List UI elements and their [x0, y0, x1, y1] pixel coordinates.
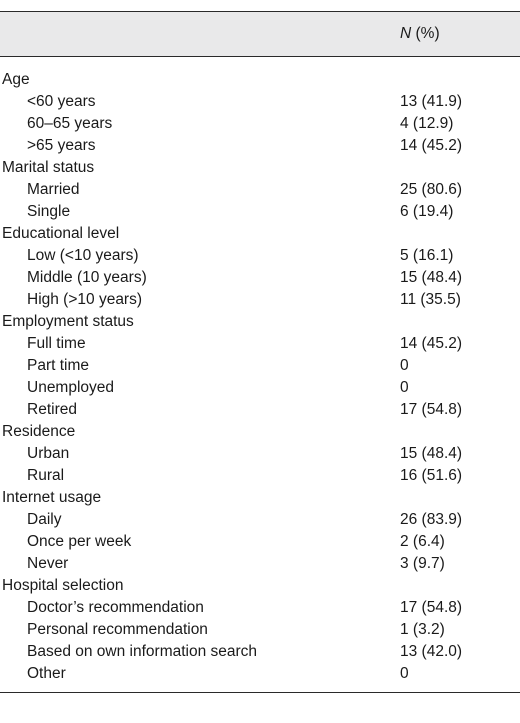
category-label: Hospital selection	[2, 577, 124, 594]
row-value: 3 (9.7)	[400, 555, 445, 572]
column-header-percent: (%)	[411, 25, 440, 42]
row-label: Unemployed	[27, 379, 115, 396]
row-label: High (>10 years)	[27, 291, 143, 308]
row-value: 2 (6.4)	[400, 533, 445, 550]
category-row: Hospital selection	[0, 575, 520, 597]
category-label: Residence	[2, 423, 76, 440]
table-row: Low (<10 years) 5 (16.1)	[0, 245, 520, 267]
category-row: Marital status	[0, 157, 520, 179]
table-bottom-rule	[0, 692, 520, 693]
category-label: Employment status	[2, 313, 134, 330]
category-row: Internet usage	[0, 487, 520, 509]
row-label: Low (<10 years)	[27, 247, 139, 264]
row-value: 25 (80.6)	[400, 181, 463, 198]
row-label: Never	[27, 555, 69, 572]
table-row: High (>10 years) 11 (35.5)	[0, 289, 520, 311]
row-label: Personal recommendation	[27, 621, 208, 638]
table-row: Married 25 (80.6)	[0, 179, 520, 201]
row-value: 0	[400, 379, 409, 396]
header-bottom-rule	[0, 56, 520, 57]
table-row: Never 3 (9.7)	[0, 553, 520, 575]
row-value: 4 (12.9)	[400, 115, 454, 132]
row-value: 15 (48.4)	[400, 269, 463, 286]
row-label: >65 years	[27, 137, 96, 154]
row-label: Middle (10 years)	[27, 269, 147, 286]
table-row: Daily 26 (83.9)	[0, 509, 520, 531]
row-value: 14 (45.2)	[400, 137, 463, 154]
row-label: Rural	[27, 467, 65, 484]
row-value: 0	[400, 357, 409, 374]
category-label: Marital status	[2, 159, 95, 176]
table-row: Full time 14 (45.2)	[0, 333, 520, 355]
row-label: Based on own information search	[27, 643, 258, 660]
row-value: 17 (54.8)	[400, 599, 463, 616]
table-row: 60–65 years 4 (12.9)	[0, 113, 520, 135]
table-row: Middle (10 years) 15 (48.4)	[0, 267, 520, 289]
category-label: Educational level	[2, 225, 120, 242]
row-label: Part time	[27, 357, 90, 374]
category-row: Educational level	[0, 223, 520, 245]
category-row: Employment status	[0, 311, 520, 333]
table-body: Age <60 years 13 (41.9) 60–65 years 4 (12.9)…	[0, 69, 520, 685]
row-value: 17 (54.8)	[400, 401, 463, 418]
row-label: <60 years	[27, 93, 96, 110]
row-label: Married	[27, 181, 80, 198]
row-label: Other	[27, 665, 66, 682]
row-value: 13 (42.0)	[400, 643, 463, 660]
table-row: Unemployed 0	[0, 377, 520, 399]
row-value: 15 (48.4)	[400, 445, 463, 462]
row-label: Doctor’s recommendation	[27, 599, 204, 616]
category-label: Age	[2, 71, 30, 88]
table-header	[0, 12, 520, 56]
row-value: 0	[400, 665, 409, 682]
row-value: 14 (45.2)	[400, 335, 463, 352]
category-row: Residence	[0, 421, 520, 443]
row-value: 16 (51.6)	[400, 467, 463, 484]
row-label: Full time	[27, 335, 86, 352]
column-header-n-percent: N (%)	[400, 24, 440, 44]
table-row: <60 years 13 (41.9)	[0, 91, 520, 113]
row-label: Once per week	[27, 533, 132, 550]
table-row: Based on own information search 13 (42.0)	[0, 641, 520, 663]
row-value: 5 (16.1)	[400, 247, 454, 264]
row-label: Single	[27, 203, 71, 220]
table-row: Rural 16 (51.6)	[0, 465, 520, 487]
table-row: Other 0	[0, 663, 520, 685]
table-row: Single 6 (19.4)	[0, 201, 520, 223]
row-value: 6 (19.4)	[400, 203, 454, 220]
table-row: >65 years 14 (45.2)	[0, 135, 520, 157]
category-row: Age	[0, 69, 520, 91]
column-header-n: N	[400, 25, 412, 42]
row-value: 13 (41.9)	[400, 93, 463, 110]
row-label: 60–65 years	[27, 115, 113, 132]
table-row: Personal recommendation 1 (3.2)	[0, 619, 520, 641]
row-label: Urban	[27, 445, 70, 462]
row-label: Daily	[27, 511, 62, 528]
row-value: 11 (35.5)	[400, 291, 461, 308]
table-row: Doctor’s recommendation 17 (54.8)	[0, 597, 520, 619]
table-row: Once per week 2 (6.4)	[0, 531, 520, 553]
category-label: Internet usage	[2, 489, 102, 506]
row-value: 1 (3.2)	[400, 621, 445, 638]
row-value: 26 (83.9)	[400, 511, 463, 528]
table-top-rule	[0, 11, 520, 12]
table-row: Retired 17 (54.8)	[0, 399, 520, 421]
table-row: Urban 15 (48.4)	[0, 443, 520, 465]
row-label: Retired	[27, 401, 77, 418]
table-row: Part time 0	[0, 355, 520, 377]
